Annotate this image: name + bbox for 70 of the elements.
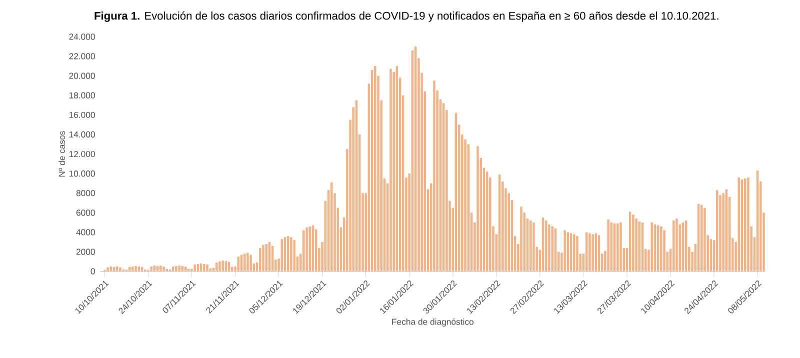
bar <box>551 226 554 272</box>
y-axis-title: Nº de casos <box>58 131 65 177</box>
bar <box>293 240 296 272</box>
bar <box>374 66 376 272</box>
y-tick-label: 16.000 <box>69 112 95 118</box>
bar <box>265 244 268 272</box>
y-tick-label: 24.000 <box>69 34 95 40</box>
bar <box>206 264 208 272</box>
bar <box>545 220 548 272</box>
bar <box>132 266 134 272</box>
bar <box>237 256 240 272</box>
bar <box>747 177 750 272</box>
bar <box>178 265 180 272</box>
bar <box>306 227 308 272</box>
bar <box>262 244 264 272</box>
bar <box>607 220 610 272</box>
y-tick-label: 10.000 <box>69 170 95 177</box>
bar <box>620 222 622 272</box>
x-axis-title: Fecha de diagnóstico <box>392 318 474 327</box>
bar <box>573 234 576 272</box>
bar <box>660 226 662 272</box>
bar <box>290 237 292 272</box>
bar <box>635 218 638 272</box>
bar <box>476 146 479 272</box>
y-tick-label: 20.000 <box>69 72 95 79</box>
bar <box>119 267 122 272</box>
bar <box>548 224 550 272</box>
chart-title: Figura 1. Evolución de los casos diarios confirmados de COVID-19 y notificados en España en ≥ 60 años desde el 10.10.2021. <box>94 11 718 22</box>
bar <box>194 264 196 272</box>
bar <box>190 268 193 272</box>
bar <box>588 233 591 272</box>
bar <box>532 222 535 272</box>
bar <box>150 266 152 272</box>
y-tick-label: 22.000 <box>69 53 95 60</box>
bar <box>592 234 594 272</box>
y-tick-label: 2000 <box>76 248 95 255</box>
bar <box>704 208 706 272</box>
bar <box>576 236 578 272</box>
bar <box>632 214 634 272</box>
bar <box>160 265 162 272</box>
y-tick-label: 12.000 <box>69 150 95 158</box>
bar <box>663 230 666 272</box>
bar <box>106 267 109 272</box>
bar <box>564 230 566 272</box>
y-tick-label: 0 <box>90 268 95 274</box>
bar <box>302 230 305 272</box>
y-tick-label: 6000 <box>76 210 95 216</box>
y-tick-label: 14.000 <box>69 131 95 138</box>
bar <box>218 262 221 272</box>
bar <box>175 266 178 272</box>
y-tick-label: 18.000 <box>69 92 95 98</box>
bar <box>134 266 137 272</box>
y-tick-label: 8000 <box>76 190 95 196</box>
bar <box>138 266 140 272</box>
bar <box>433 80 436 272</box>
bar <box>520 206 522 272</box>
y-tick-label: 4000 <box>76 229 95 236</box>
bar <box>246 252 249 272</box>
bar <box>650 222 653 272</box>
bar <box>203 264 206 272</box>
bar <box>250 254 252 272</box>
bar <box>390 68 392 272</box>
bar <box>722 193 724 272</box>
bar <box>166 268 168 272</box>
bar <box>222 260 224 272</box>
bar <box>676 218 678 272</box>
bar <box>716 190 718 272</box>
bar <box>162 266 165 272</box>
bar <box>616 223 619 272</box>
bar <box>308 226 311 272</box>
